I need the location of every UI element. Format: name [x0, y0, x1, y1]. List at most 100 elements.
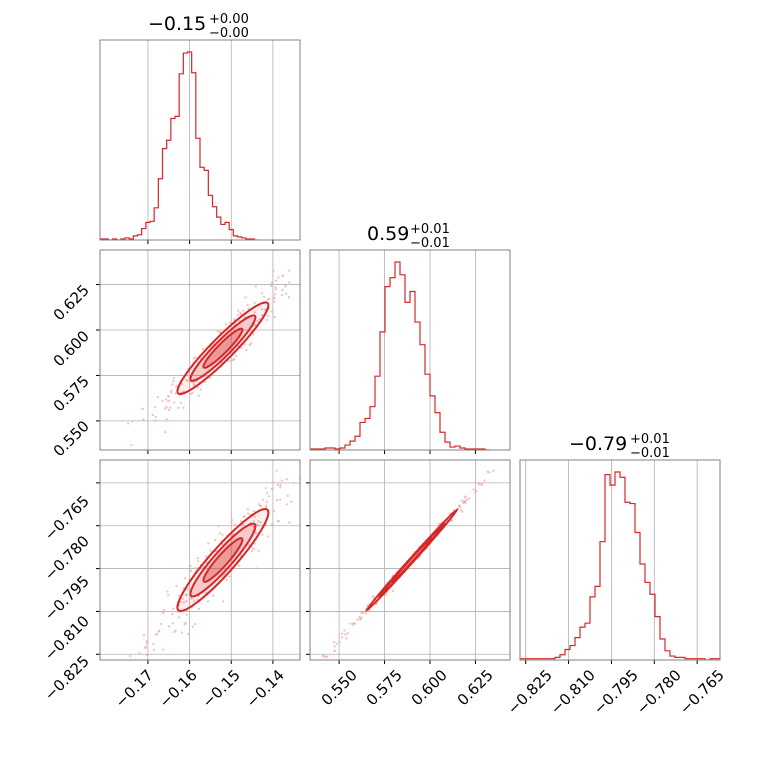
contour-level-2 [189, 314, 257, 382]
scatter-point [162, 608, 166, 612]
scatter-point [346, 632, 349, 635]
scatter-point [324, 656, 327, 659]
scatter-point [159, 622, 163, 626]
scatter-point [273, 300, 276, 303]
scatter-point [250, 549, 254, 553]
scatter-point [190, 597, 193, 600]
y2-tick-label: 0.600 [50, 327, 93, 370]
histogram-panel-1 [99, 39, 301, 241]
scatter-point [273, 509, 276, 513]
scatter-point [288, 521, 291, 524]
scatter-point [174, 629, 177, 632]
scatter-point [212, 594, 215, 597]
contour-level-2 [189, 522, 257, 598]
scatter-point [201, 347, 204, 351]
scatter-point [273, 293, 276, 296]
scatter-point [172, 380, 175, 383]
x1-tick-label: −0.15 [199, 666, 244, 711]
scatter-point [192, 383, 196, 387]
scatter-point [177, 594, 180, 598]
scatter-point [218, 532, 221, 535]
scatter-point [171, 622, 174, 625]
title-3-plus: +0.01 [630, 432, 670, 447]
scatter-point [197, 607, 200, 610]
scatter-point [251, 546, 254, 550]
scatter-point [181, 597, 184, 600]
scatter-point [253, 515, 257, 518]
contour-level-3 [202, 327, 244, 369]
scatter-point [473, 491, 477, 494]
scatter-point [170, 391, 173, 394]
scatter-point [259, 504, 262, 507]
scatter-point [252, 519, 255, 523]
scatter-point [177, 406, 180, 410]
scatter-point [522, 436, 524, 438]
scatter-point [194, 622, 197, 626]
scatter-point [165, 398, 168, 401]
scatter-point [196, 557, 199, 560]
scatter-point [335, 642, 338, 645]
scatter-point [486, 470, 489, 473]
scatter-point [185, 613, 188, 616]
density-panel-1 [127, 269, 291, 447]
scatter-point [272, 269, 275, 273]
scatter-point [465, 498, 469, 501]
scatter-point [477, 482, 481, 485]
scatter-point [391, 589, 395, 593]
scatter-point [164, 430, 167, 434]
scatter-point [160, 610, 163, 613]
scatter-point [264, 487, 267, 490]
scatter-point [247, 307, 250, 310]
scatter-point [230, 518, 234, 522]
scatter-point [154, 419, 157, 422]
scatter-point [237, 564, 241, 567]
scatter-point [279, 483, 282, 487]
x2-tick-label: 0.550 [318, 666, 361, 709]
scatter-point [332, 641, 336, 644]
scatter-point [258, 317, 261, 321]
scatter-point [221, 533, 224, 536]
scatter-point [248, 343, 251, 347]
scatter-point [172, 607, 175, 610]
scatter-point [171, 612, 174, 615]
scatter-point [235, 354, 238, 358]
scatter-point [177, 616, 181, 619]
x1-tick-label: −0.14 [243, 666, 288, 711]
scatter-point [318, 665, 320, 667]
scatter-point [158, 629, 161, 632]
scatter-point [191, 625, 194, 628]
scatter-point [254, 285, 257, 288]
scatter-point [127, 422, 130, 425]
x1-tick-label: −0.16 [156, 666, 201, 711]
scatter-point [275, 499, 279, 502]
histogram-series-2 [310, 261, 490, 450]
scatter-point [344, 633, 347, 636]
scatter-point [284, 283, 287, 286]
histogram-series-3 [520, 471, 720, 660]
scatter-point [185, 593, 188, 596]
scatter-point [144, 645, 147, 648]
x-ticks-param-3: −0.825 −0.810 −0.795 −0.780 −0.765 [504, 666, 728, 718]
scatter-point [145, 653, 148, 656]
scatter-point [231, 533, 234, 536]
scatter-point [246, 303, 249, 306]
scatter-point [352, 623, 355, 627]
scatter-point [192, 600, 196, 603]
y2-tick-label: 0.575 [50, 372, 93, 415]
scatter-point [180, 631, 184, 634]
scatter-point [196, 386, 199, 389]
scatter-point [274, 288, 277, 291]
scatter-point [448, 512, 451, 515]
histogram-series-1 [100, 51, 259, 240]
scatter-point [345, 637, 348, 640]
scatter-point [481, 482, 484, 486]
scatter-point [502, 457, 504, 459]
scatter-point [194, 566, 197, 570]
scatter-point [462, 500, 466, 503]
y2-tick-label: 0.625 [50, 281, 93, 324]
scatter-point [459, 508, 463, 512]
scatter-panel-1 [99, 249, 301, 451]
scatter-point [245, 348, 248, 352]
y-ticks-param-3: −0.765 −0.780 −0.795 −0.810 −0.825 [41, 492, 93, 704]
scatter-point [252, 525, 255, 528]
